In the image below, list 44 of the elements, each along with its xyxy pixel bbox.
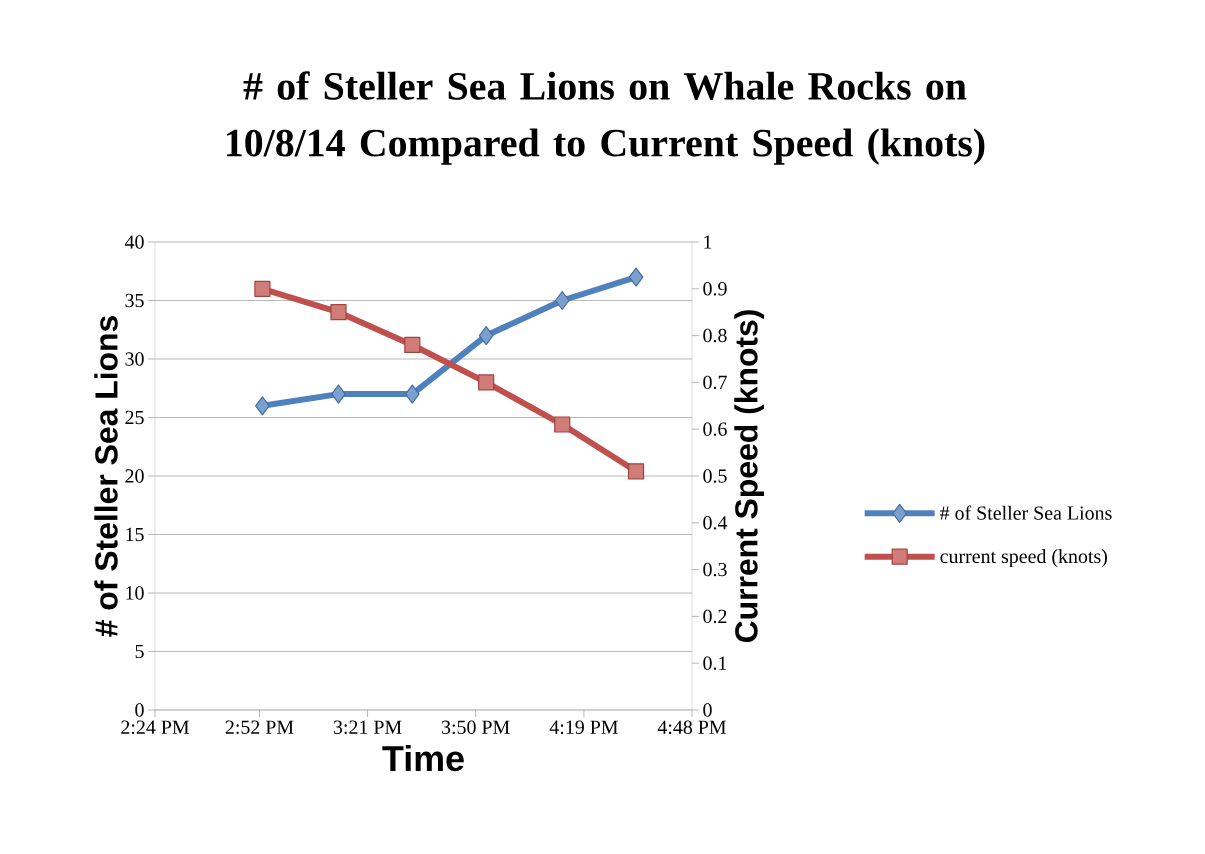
y-tick-label: 30 xyxy=(125,352,144,366)
y2-tick-label: 0 xyxy=(703,703,712,717)
y-tick-label: 20 xyxy=(125,469,144,483)
point xyxy=(404,336,421,354)
y-tick-label: 40 xyxy=(124,235,144,249)
point xyxy=(255,396,270,416)
y2-axis-title: Current Speed (knots) xyxy=(734,310,764,643)
x-axis-title: Time xyxy=(382,744,464,772)
y2-tick-label: 0.4 xyxy=(703,516,728,530)
x-tick-label: 4:19 PM xyxy=(549,720,618,734)
point xyxy=(404,384,420,404)
y2-tick-label: 0.9 xyxy=(703,282,727,296)
point xyxy=(478,374,495,391)
point xyxy=(554,290,570,311)
point xyxy=(254,280,271,297)
legend-label: current speed (knots) xyxy=(940,549,1107,568)
chart-title: # of Steller Sea Lions on Whale Rocks on 10/8/14 Compared to Current Speed (knots) xyxy=(227,71,985,165)
y-tick-label: 25 xyxy=(125,410,144,425)
y2-tick-label: 0.7 xyxy=(703,375,727,390)
y2-tick-label: 0.2 xyxy=(703,609,727,624)
y2-tick-label: 0.3 xyxy=(703,562,727,577)
y-tick-label: 0 xyxy=(135,703,144,717)
y-tick-label: 5 xyxy=(135,644,144,659)
y-tick-label: 35 xyxy=(125,293,144,308)
point xyxy=(554,416,571,433)
y2-tick-label: 1 xyxy=(704,235,712,249)
x-tick-label: 4:48 PM xyxy=(657,720,727,735)
x-tick-label: 3:21 PM xyxy=(333,720,402,734)
point xyxy=(627,463,645,480)
y2-tick-label: 0.5 xyxy=(703,469,727,483)
y2-tick-label: 0.1 xyxy=(703,656,727,670)
x-tick-label: 2:52 PM xyxy=(225,720,294,734)
y-tick-label: 10 xyxy=(126,586,144,600)
x-tick-label: 3:50 PM xyxy=(441,720,510,735)
y2-tick-label: 0.8 xyxy=(703,328,727,343)
y-tick-label: 15 xyxy=(126,527,144,542)
point xyxy=(628,267,644,287)
y-axis-title: # of Steller Sea Lions xyxy=(94,316,118,637)
legend-label: # of Steller Sea Lions xyxy=(940,505,1112,520)
y2-tick-label: 0.6 xyxy=(703,422,727,436)
x-tick-label: 2:24 PM xyxy=(121,720,190,734)
point xyxy=(330,304,347,321)
point xyxy=(331,384,346,404)
point xyxy=(478,326,494,346)
